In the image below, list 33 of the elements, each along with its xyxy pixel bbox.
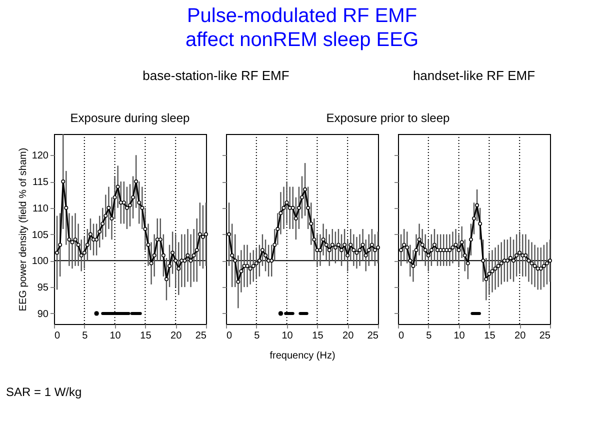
text: Exposure during sleep (70, 111, 190, 125)
y-tick-label: 105 (32, 230, 49, 241)
x-axis-title: frequency (Hz) (270, 350, 336, 362)
y-tick-label: 90 (37, 308, 49, 320)
x-tick-label: 25 (367, 330, 379, 342)
x-tick-label: 25 (539, 330, 551, 342)
x-tick-label: 0 (398, 330, 404, 342)
x-tick-label: 5 (426, 330, 432, 342)
x-tick-label: 25 (195, 330, 207, 342)
y-tick-label: 95 (37, 282, 49, 294)
x-tick-label: 10 (282, 330, 294, 342)
y-axis-title: EEG power density (field % of sham) (18, 148, 29, 312)
x-tick-label: 5 (254, 330, 260, 342)
x-tick-label: 20 (170, 330, 182, 342)
x-tick-label: 20 (514, 330, 526, 342)
x-tick-label: 15 (484, 330, 496, 342)
chart-title: Pulse-modulated RF EMF affect nonREM sleep EEG (185, 5, 419, 51)
x-tick-label: 15 (140, 330, 152, 342)
x-tick-label: 15 (312, 330, 324, 342)
y-tick-label: 110 (32, 203, 49, 214)
x-tick-label: 10 (454, 330, 466, 342)
text: base-station-like RF EMF (142, 68, 290, 83)
x-tick-label: 0 (226, 330, 232, 342)
text: Exposure prior to sleep (326, 111, 450, 125)
x-tick-label: 5 (82, 330, 88, 342)
x-tick-label: 10 (110, 330, 122, 342)
y-tick-label: 100 (32, 256, 49, 268)
x-tick-label: 0 (54, 330, 60, 342)
y-tick-label: 120 (32, 150, 49, 162)
text: handset-like RF EMF (412, 68, 536, 83)
x-tick-label: 20 (342, 330, 354, 342)
y-tick-label: 115 (32, 177, 49, 188)
text: SAR = 1 W/kg (6, 385, 82, 399)
